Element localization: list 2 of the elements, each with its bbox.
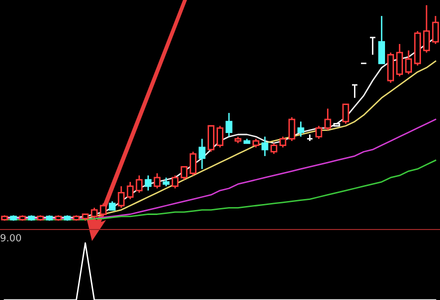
candlestick [262,136,268,157]
text: 9.00 [0,234,21,242]
